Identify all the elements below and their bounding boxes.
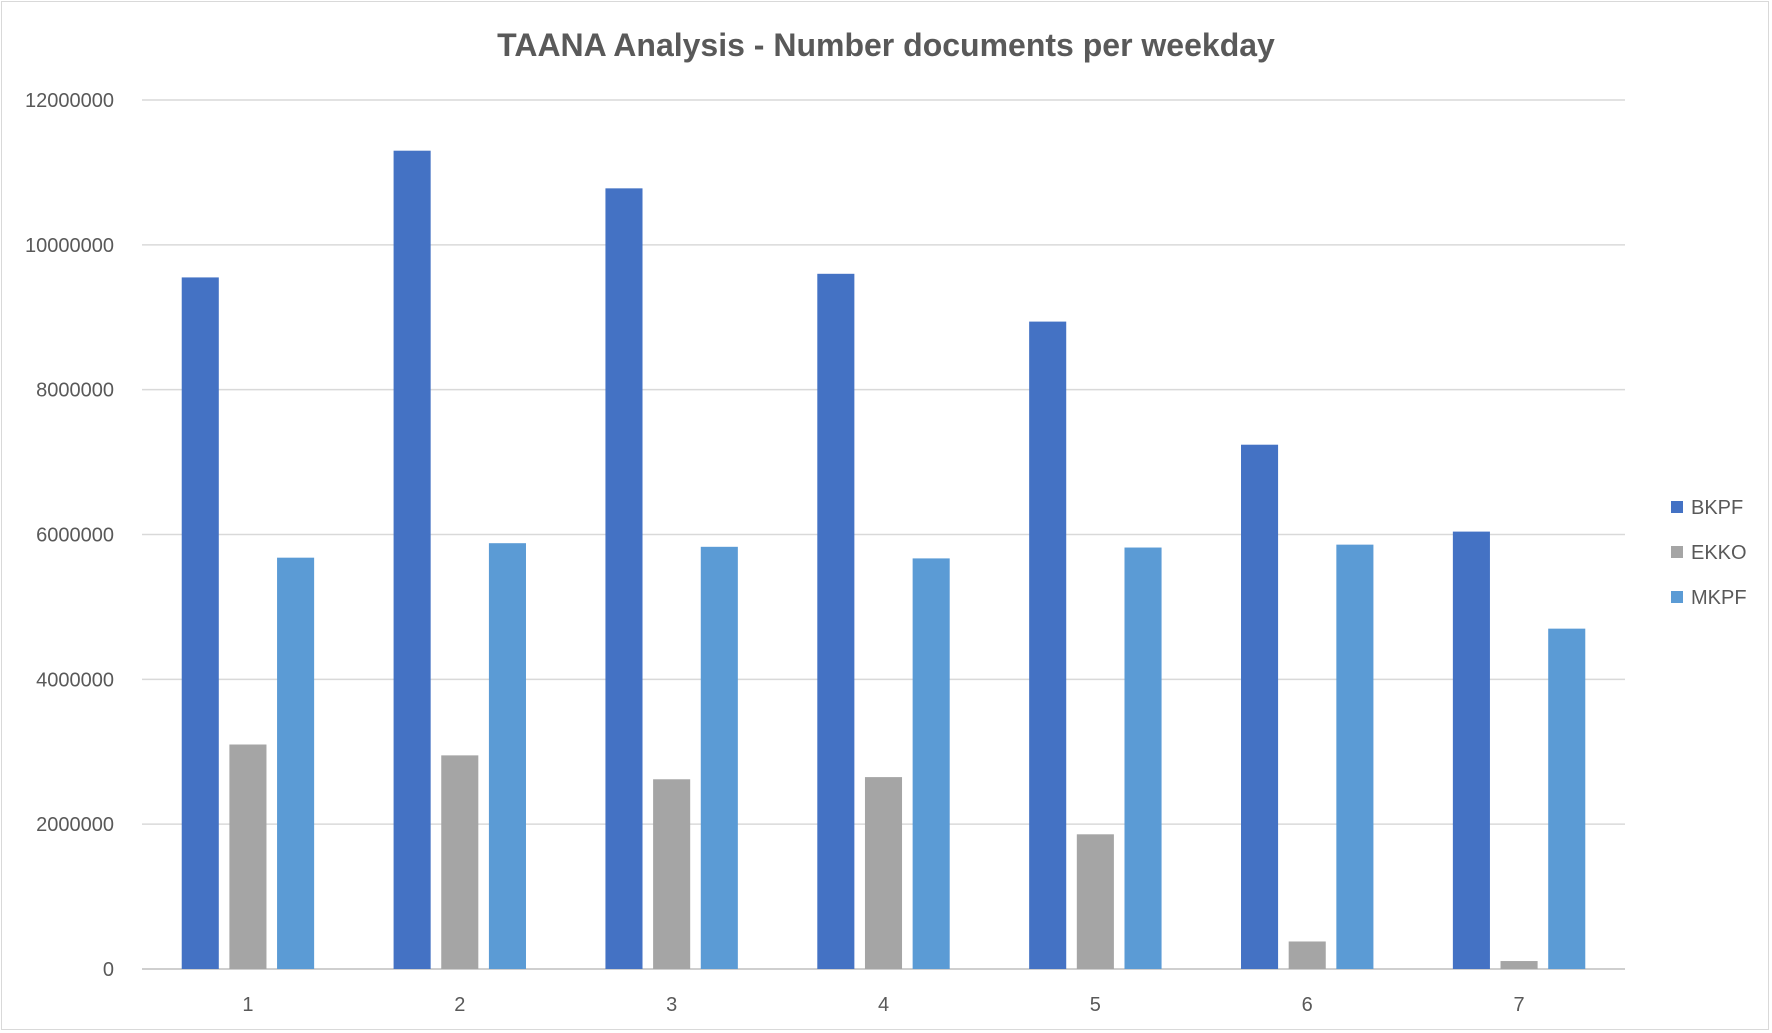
- legend-swatch-ekko: [1671, 546, 1683, 558]
- y-axis-ticks: 0 2000000 4000000 6000000 8000000 10000000 120…: [25, 90, 114, 981]
- bar-ekko-7: [1500, 961, 1538, 969]
- gridlines: [142, 99, 1625, 970]
- bar-mkpf-1: [277, 557, 315, 969]
- y-tick-label: 6000000: [36, 525, 114, 547]
- bar-mkpf-5: [1124, 547, 1162, 969]
- x-tick-label: 4: [878, 994, 889, 1016]
- legend-label-bkpf: BKPF: [1691, 497, 1743, 519]
- legend: BKPF EKKO MKPF: [1671, 497, 1747, 609]
- bar-bkpf-5: [1029, 321, 1067, 970]
- bars: [181, 150, 1586, 970]
- legend-label-mkpf: MKPF: [1691, 587, 1747, 609]
- x-tick-label: 7: [1514, 994, 1525, 1016]
- x-tick-label: 6: [1302, 994, 1313, 1016]
- bar-bkpf-2: [393, 150, 431, 970]
- chart-title: TAANA Analysis - Number documents per we…: [497, 27, 1275, 63]
- x-tick-label: 5: [1090, 994, 1101, 1016]
- y-tick-label: 10000000: [25, 235, 114, 257]
- bar-bkpf-1: [181, 277, 219, 969]
- y-tick-label: 4000000: [36, 669, 114, 691]
- bar-ekko-1: [229, 744, 267, 969]
- bar-ekko-2: [441, 755, 479, 969]
- bar-bkpf-7: [1452, 531, 1490, 969]
- legend-swatch-mkpf: [1671, 591, 1683, 603]
- bar-mkpf-3: [700, 546, 738, 969]
- x-tick-label: 2: [454, 994, 465, 1016]
- bar-ekko-5: [1076, 834, 1114, 969]
- y-tick-label: 12000000: [25, 90, 114, 112]
- bar-ekko-4: [864, 777, 903, 969]
- legend-label-ekko: EKKO: [1691, 542, 1747, 564]
- y-tick-label: 0: [103, 959, 114, 981]
- x-tick-label: 3: [666, 994, 677, 1016]
- bar-bkpf-4: [817, 273, 855, 969]
- bar-bkpf-6: [1241, 444, 1279, 969]
- x-axis-ticks: 1 2 3 4 5 6 7: [242, 994, 1524, 1016]
- bar-mkpf-6: [1336, 544, 1374, 969]
- y-tick-label: 8000000: [36, 380, 114, 402]
- y-tick-label: 2000000: [36, 814, 114, 836]
- x-tick-label: 1: [242, 994, 253, 1016]
- bar-mkpf-4: [912, 558, 950, 969]
- bar-bkpf-3: [605, 188, 643, 969]
- bar-mkpf-7: [1548, 628, 1586, 969]
- bar-mkpf-2: [488, 543, 526, 969]
- legend-swatch-bkpf: [1671, 501, 1683, 513]
- bar-ekko-3: [653, 779, 691, 969]
- bar-ekko-6: [1288, 941, 1326, 969]
